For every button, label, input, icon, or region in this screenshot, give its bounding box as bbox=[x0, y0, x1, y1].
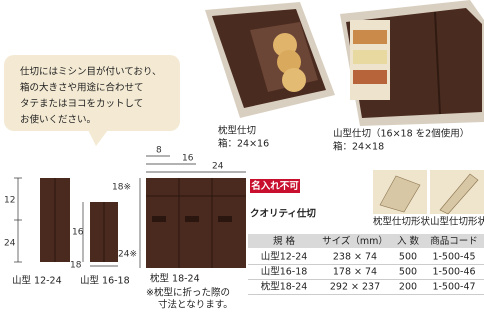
dimension: 24 bbox=[212, 162, 224, 172]
dimension: 24※ bbox=[118, 250, 137, 260]
note: ※枕型に折った際の bbox=[146, 287, 230, 299]
shape-label: 山型仕切形状 bbox=[430, 216, 484, 228]
table-cell: 1-500-46 bbox=[432, 267, 475, 278]
photo: 山型仕切（16×18 を2個使用） 箱：24×18 bbox=[333, 0, 484, 153]
table-cell: 292 × 237 bbox=[330, 282, 380, 293]
diagram-label: 枕型 18-24 bbox=[150, 273, 200, 285]
product-title: クオリティ仕切 bbox=[250, 208, 316, 220]
badge: 名入れ不可 bbox=[251, 180, 299, 192]
diagram-label: 山型 16-18 bbox=[80, 276, 130, 287]
photo-caption: 箱：24×16 bbox=[218, 138, 269, 150]
table-cell: 500 bbox=[399, 267, 417, 278]
callout-line: タテまたはヨコをカットして bbox=[20, 99, 143, 110]
callout-line: 仕切にはミシン目が付いており、 bbox=[20, 66, 162, 78]
diagram: 12 24 山型 12-24 bbox=[4, 178, 70, 287]
table-cell: 200 bbox=[399, 282, 417, 293]
diagram-label: 山型 12-24 bbox=[12, 276, 62, 287]
table-header: 入 数 bbox=[397, 235, 420, 247]
table-cell: 178 × 74 bbox=[333, 267, 377, 278]
photo-caption: 枕型仕切 bbox=[218, 125, 256, 137]
table-cell: 238 × 74 bbox=[333, 252, 377, 263]
dimension: 16 bbox=[182, 154, 194, 164]
table-cell: 1-500-47 bbox=[432, 282, 475, 293]
note: 寸法となります。 bbox=[158, 299, 233, 311]
callout-line: 箱の大きさや用途に合わせて bbox=[20, 82, 144, 94]
dimension: 16 bbox=[72, 228, 84, 238]
diagram: 8 16 24 18※ 24※ 枕型 18-24 ※枕型に折った際の 寸法となり… bbox=[112, 146, 246, 311]
table-header: サイズ（mm） bbox=[322, 235, 388, 247]
dimension: 24 bbox=[4, 239, 16, 249]
table-cell: 1-500-45 bbox=[432, 252, 475, 263]
spec-table: 規 格 サイズ（mm） 入 数商品コード山型12-24 238 × 74 500 1-50… bbox=[248, 234, 484, 295]
table-cell: 山型16-18 bbox=[261, 267, 308, 278]
shape-illustration bbox=[373, 170, 484, 214]
table-cell: 枕型18-24 bbox=[261, 281, 308, 293]
photo: 枕型仕切 箱：24×16 bbox=[205, 2, 335, 150]
table-header: 商品コード bbox=[430, 235, 478, 247]
table-header: 規 格 bbox=[273, 235, 296, 247]
diagram: 16 18 山型 16-18 bbox=[70, 202, 130, 287]
shape-label: 枕型仕切形状 bbox=[373, 216, 431, 228]
page: 仕切にはミシン目が付いており、 箱の大きさや用途に合わせて タテまたはヨコをカッ… bbox=[0, 0, 484, 311]
dimension: 8 bbox=[156, 146, 162, 156]
callout: 仕切にはミシン目が付いており、 箱の大きさや用途に合わせて タテまたはヨコをカッ… bbox=[4, 55, 180, 146]
table-cell: 山型12-24 bbox=[261, 252, 308, 263]
table-cell: 500 bbox=[399, 252, 417, 263]
dimension: 12 bbox=[4, 196, 15, 206]
photo-caption: 山型仕切（16×18 を2個使用） bbox=[333, 128, 469, 140]
dimension: 18※ bbox=[112, 183, 131, 193]
photo-caption: 箱：24×18 bbox=[333, 141, 384, 153]
callout-line: お使いください。 bbox=[20, 114, 96, 126]
dimension: 18 bbox=[70, 261, 82, 271]
